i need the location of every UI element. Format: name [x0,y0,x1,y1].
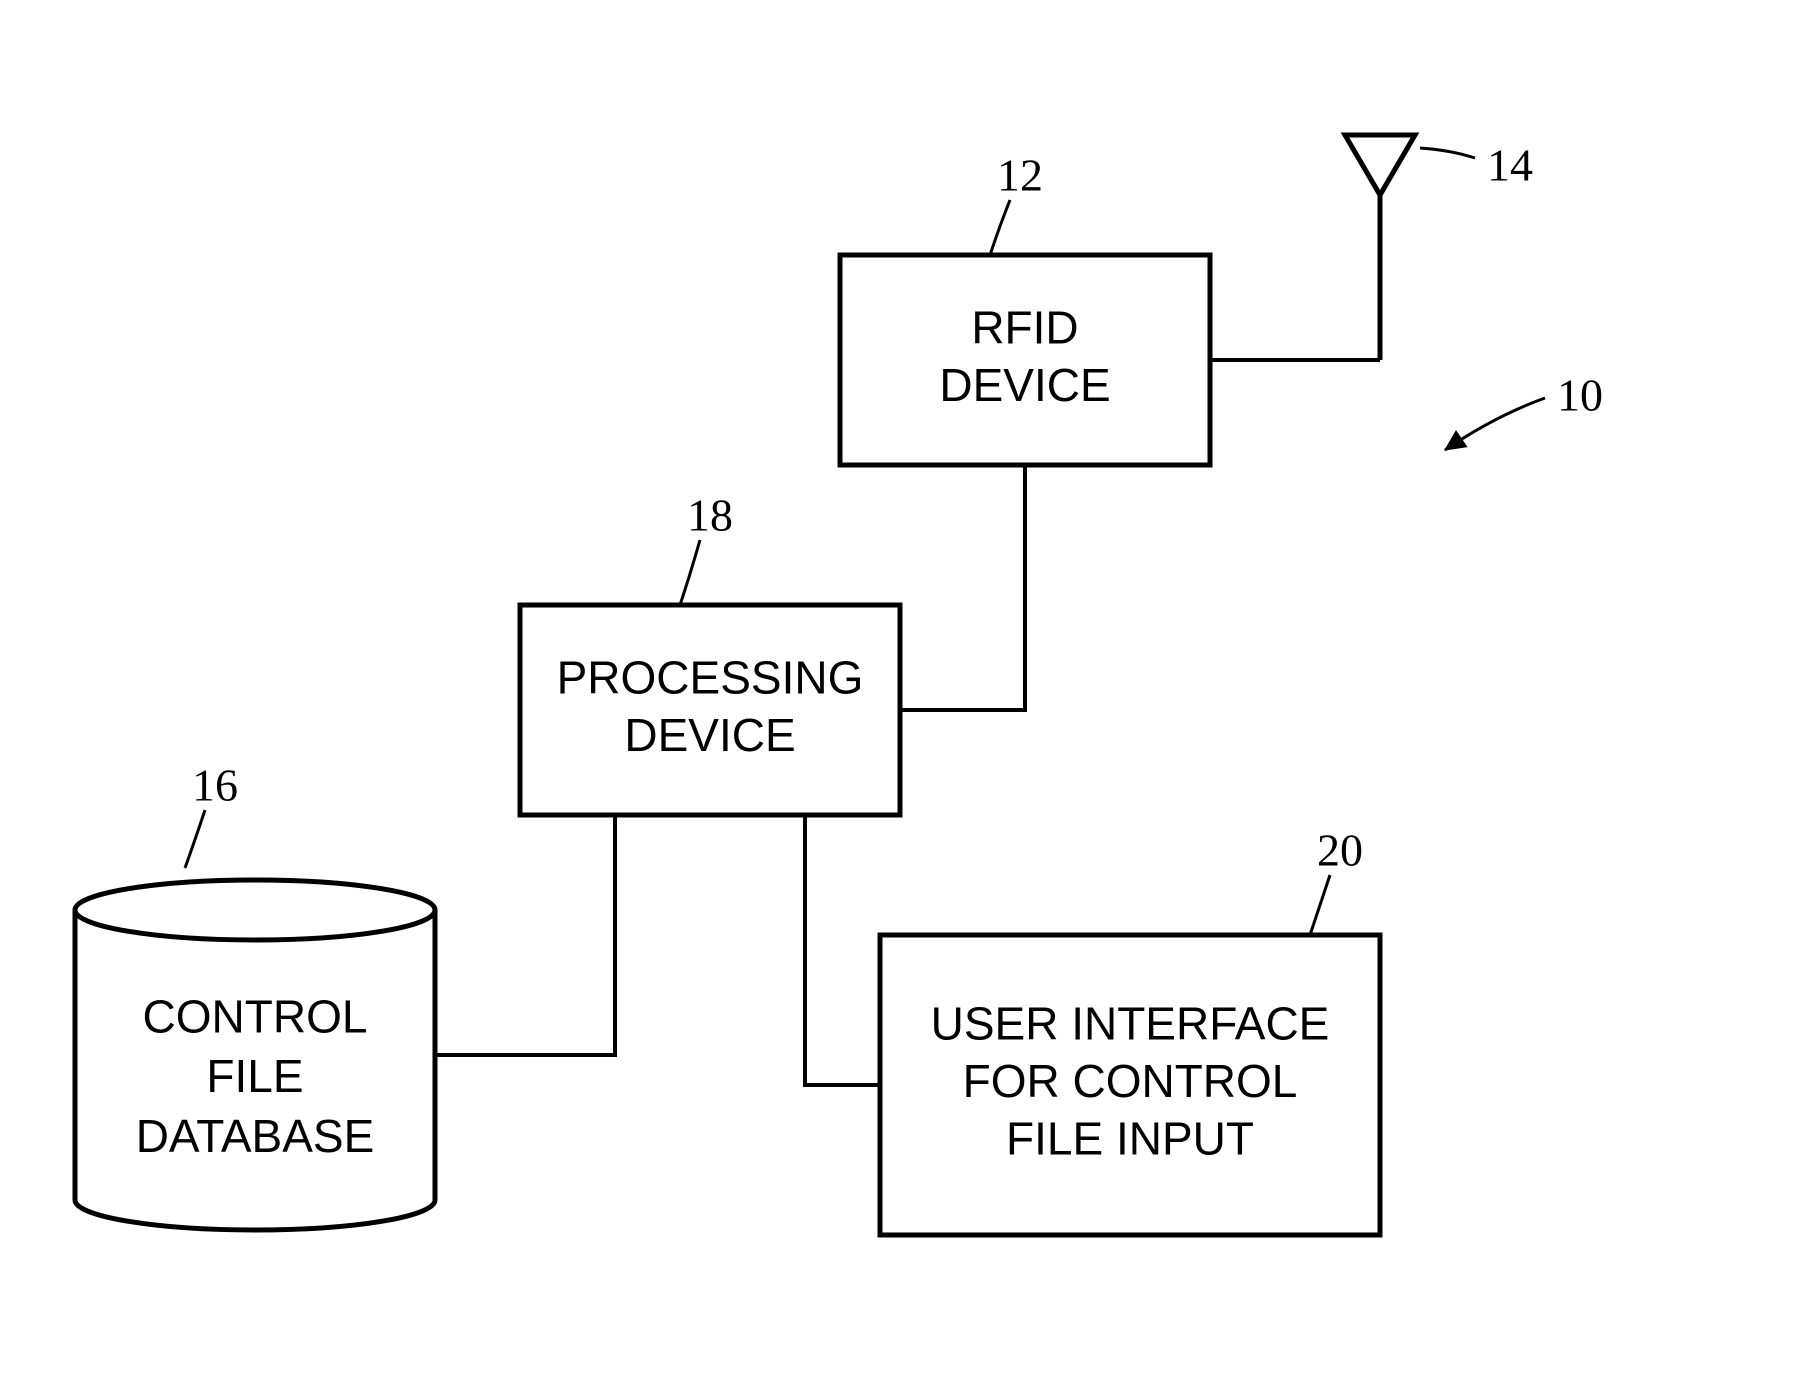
node-database-label-line: FILE [206,1050,303,1102]
ref-number: 18 [687,490,733,541]
node-database: CONTROL FILE DATABASE [75,880,435,1230]
node-processing: PROCESSING DEVICE [520,605,900,815]
assembly-ref-10: 10 [1445,370,1603,450]
ref-number: 20 [1317,825,1363,876]
ref-number: 16 [192,760,238,811]
antenna-icon [1345,135,1415,195]
node-antenna [1345,135,1415,360]
ref-number: 10 [1557,370,1603,421]
ref-16: 16 [185,760,238,868]
edge-processing-ui [805,815,880,1085]
node-database-label-line: DATABASE [136,1110,375,1162]
ref-number: 12 [997,150,1043,201]
ref-18: 18 [680,490,733,605]
edge-rfid-processing [900,465,1025,710]
block-diagram: RFID DEVICE PROCESSING DEVICE CONTROL FILE DAT… [0,0,1794,1378]
ref-12: 12 [990,150,1043,255]
edges [435,360,1380,1085]
ref-20: 20 [1310,825,1363,935]
node-database-label-line: CONTROL [143,990,368,1042]
node-processing-label-line: DEVICE [624,709,795,761]
node-rfid-label-line: DEVICE [939,359,1110,411]
ref-14: 14 [1420,140,1533,191]
node-processing-label-line: PROCESSING [557,651,864,703]
node-ui-label-line: FOR CONTROL [963,1055,1298,1107]
edge-processing-database [435,815,615,1055]
node-ui-label-line: USER INTERFACE [931,998,1330,1050]
node-ui: USER INTERFACEFOR CONTROL FILE INPUT [880,935,1380,1235]
node-ui-label-line: FILE INPUT [1006,1113,1254,1165]
node-rfid-label-line: RFID [971,301,1078,353]
ref-number: 14 [1487,140,1533,191]
node-rfid: RFID DEVICE [840,255,1210,465]
nodes: RFID DEVICE PROCESSING DEVICE CONTROL FILE DAT… [75,135,1415,1235]
